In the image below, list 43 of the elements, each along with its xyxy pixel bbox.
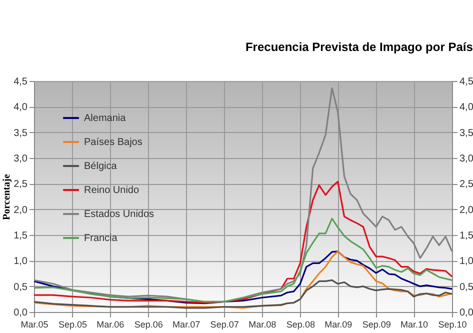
y2-tick-label: 0,5 xyxy=(460,282,473,293)
y2-tick-label: 4,5 xyxy=(460,76,473,88)
y2-tick-label: 2,0 xyxy=(460,204,473,216)
y-axis-title: Porcentaje xyxy=(2,173,13,220)
line-series xyxy=(33,218,453,303)
line-series xyxy=(33,279,453,309)
x-tick-label: Sep.09 xyxy=(362,320,391,330)
x-tick-label: Sep.05 xyxy=(58,320,88,330)
x-tick-label: Mar.06 xyxy=(96,320,124,330)
legend-label: Países Bajos xyxy=(84,137,142,148)
legend-label: Francia xyxy=(84,233,118,244)
x-tick-label: Sep.07 xyxy=(210,320,239,330)
y2-tick-label: 4,0 xyxy=(460,102,473,114)
chart-title: Frecuencia Prevista de Impago por País xyxy=(245,40,473,54)
y2-tick-label: 0,0 xyxy=(460,308,473,318)
legend-label: Reino Unido xyxy=(84,185,140,196)
y-tick-label: 1,5 xyxy=(14,230,28,242)
y-tick-label: 0,5 xyxy=(14,282,28,293)
y-tick-label: 2,0 xyxy=(14,204,28,216)
y2-tick-label: 2,5 xyxy=(460,179,473,190)
x-tick-label: Mar.07 xyxy=(172,320,200,330)
legend-label: Estados Unidos xyxy=(84,209,154,220)
y-tick-label: 4,5 xyxy=(14,76,28,88)
x-tick-label: Sep.06 xyxy=(134,320,163,330)
x-tick-label: Mar.08 xyxy=(248,320,276,330)
line-series xyxy=(33,180,453,304)
y2-tick-label: 1,5 xyxy=(460,230,473,242)
x-tick-label: Sep.10 xyxy=(438,320,467,330)
x-tick-label: Mar.09 xyxy=(324,320,352,330)
legend-label: Alemania xyxy=(84,113,126,124)
x-tick-label: Mar.05 xyxy=(20,320,48,330)
y-tick-label: 0,0 xyxy=(14,308,28,318)
legend-label: Bélgica xyxy=(84,161,118,172)
y-tick-label: 4,0 xyxy=(14,102,28,114)
y-tick-label: 3,0 xyxy=(14,154,28,164)
y-tick-label: 1,0 xyxy=(14,256,28,268)
x-tick-label: Mar.10 xyxy=(400,320,428,330)
y2-tick-label: 3,5 xyxy=(460,128,473,139)
y2-tick-label: 1,0 xyxy=(460,256,473,268)
y-tick-label: 2,5 xyxy=(14,179,28,190)
y-tick-label: 3,5 xyxy=(14,128,28,139)
y2-tick-label: 3,0 xyxy=(460,154,473,164)
x-tick-label: Sep.08 xyxy=(286,320,315,330)
